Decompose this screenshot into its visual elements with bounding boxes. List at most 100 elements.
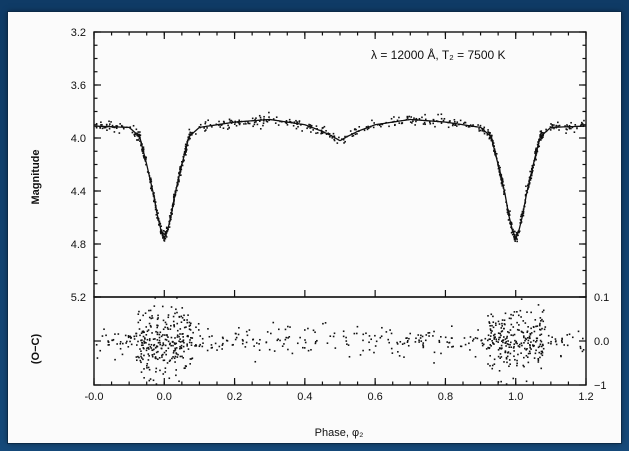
- data-point: [163, 229, 165, 232]
- data-point: [188, 133, 191, 136]
- residual-point: [259, 338, 261, 341]
- residual-point: [495, 338, 498, 341]
- residual-point: [112, 338, 115, 341]
- residual-point: [146, 367, 148, 369]
- data-point: [150, 178, 152, 181]
- residual-point: [450, 325, 453, 327]
- residual-point: [530, 327, 532, 330]
- residual-point: [391, 352, 394, 354]
- residual-point: [149, 309, 152, 312]
- residual-point: [277, 328, 280, 331]
- residual-point: [408, 337, 410, 340]
- data-point: [328, 133, 331, 135]
- residual-point: [147, 366, 150, 369]
- residual-point: [381, 326, 383, 329]
- residual-point: [509, 352, 512, 355]
- residual-point: [397, 351, 399, 353]
- data-point: [142, 154, 145, 157]
- data-point: [312, 129, 314, 131]
- residual-point: [192, 331, 194, 334]
- data-point: [268, 111, 270, 114]
- residual-point: [373, 351, 375, 354]
- residual-point: [469, 336, 472, 338]
- data-point: [540, 131, 543, 134]
- residual-point: [529, 352, 531, 355]
- data-point: [95, 122, 98, 125]
- residual-point: [101, 335, 104, 337]
- residual-point: [474, 337, 477, 339]
- residual-point: [152, 344, 155, 347]
- data-point: [491, 134, 493, 137]
- data-point: [343, 142, 345, 144]
- data-point: [159, 230, 162, 233]
- residual-point: [210, 344, 213, 346]
- residual-point: [145, 333, 148, 336]
- residual-point: [175, 347, 178, 349]
- data-point: [173, 193, 175, 196]
- residual-point: [157, 341, 160, 344]
- data-point: [284, 121, 287, 124]
- residual-point: [197, 329, 200, 331]
- residual-point: [179, 355, 182, 358]
- residual-point: [143, 354, 145, 357]
- residual-point: [138, 356, 140, 359]
- data-point: [488, 136, 491, 139]
- residual-point: [314, 342, 317, 345]
- data-point: [207, 119, 209, 122]
- residual-point: [527, 326, 529, 328]
- data-point: [481, 129, 484, 132]
- data-point: [503, 184, 505, 187]
- residual-point: [533, 357, 536, 359]
- data-point: [519, 218, 522, 221]
- data-point: [308, 123, 310, 126]
- data-point: [331, 137, 334, 139]
- data-point: [400, 122, 403, 125]
- residual-point: [186, 343, 188, 346]
- residual-point: [164, 334, 166, 336]
- residual-point: [221, 336, 224, 339]
- data-point: [499, 166, 501, 169]
- residual-point: [359, 354, 362, 356]
- residual-point: [510, 341, 512, 344]
- residual-point: [136, 344, 138, 346]
- data-point: [231, 120, 234, 123]
- y-axis-label-magnitude: Magnitude: [30, 150, 42, 205]
- data-point: [371, 119, 373, 122]
- residual-point: [520, 316, 522, 318]
- residual-point: [497, 355, 500, 358]
- residual-point: [141, 342, 144, 344]
- residual-point: [129, 335, 132, 338]
- residual-point: [142, 331, 145, 334]
- data-point: [513, 235, 515, 238]
- residual-point: [173, 342, 176, 344]
- residual-point: [121, 353, 124, 356]
- data-point: [380, 125, 382, 128]
- residual-point: [488, 321, 490, 323]
- residual-point: [489, 328, 492, 330]
- residual-point: [179, 338, 181, 340]
- data-point: [424, 123, 426, 126]
- residual-point: [489, 344, 492, 346]
- residual-point: [140, 361, 142, 364]
- data-point: [506, 211, 509, 214]
- data-point: [209, 124, 212, 126]
- data-point: [576, 127, 578, 130]
- data-point: [152, 200, 155, 203]
- residual-point: [175, 352, 178, 354]
- data-point: [179, 166, 181, 168]
- residual-point: [182, 357, 185, 359]
- residual-point: [154, 338, 156, 340]
- data-point: [263, 118, 265, 120]
- data-point: [156, 216, 158, 219]
- data-point: [139, 134, 142, 137]
- residual-point: [170, 336, 173, 339]
- residual-point: [538, 324, 541, 326]
- data-point: [150, 180, 153, 183]
- residual-point: [289, 326, 291, 328]
- residual-point: [489, 324, 491, 327]
- residual-point: [509, 343, 511, 346]
- residual-point: [182, 333, 184, 335]
- data-point: [329, 136, 331, 138]
- data-point: [228, 118, 231, 121]
- residual-point: [542, 309, 545, 312]
